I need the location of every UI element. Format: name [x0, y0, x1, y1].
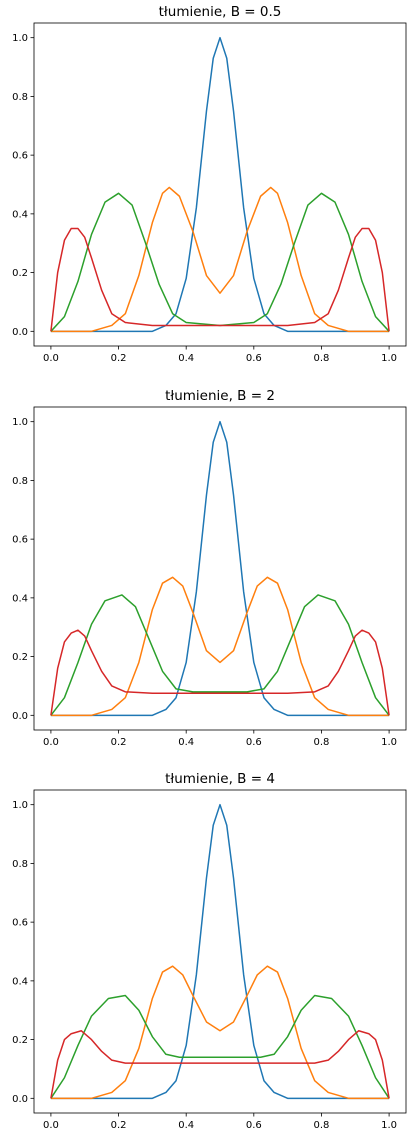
- y-tick-label: 0.2: [12, 652, 28, 663]
- y-tick-label: 0.0: [12, 1094, 28, 1105]
- y-tick-label: 0.4: [12, 593, 28, 604]
- chart-panel-2: tłumienie, B = 2 0.0 0.2 0.4 0.6 0.8 1.0 0.0 0.2…: [12, 388, 407, 748]
- series-line-1: [50, 803, 390, 1100]
- series-line-2: [50, 186, 390, 333]
- x-tick-label: 0.6: [246, 1120, 262, 1131]
- chart-panel-1: tłumienie, B = 0.5 0.0 0.2 0.4 0.6 0.8 1.0 0.0 0…: [12, 4, 407, 364]
- x-tick-label: 0.0: [43, 1120, 59, 1131]
- plot-frame: [33, 406, 407, 731]
- x-tick-label: 1.0: [381, 353, 397, 364]
- x-tick-label: 1.0: [381, 737, 397, 748]
- y-tick-label: 0.8: [12, 476, 28, 487]
- x-tick-label: 0.0: [43, 353, 59, 364]
- x-tick-label: 0.2: [111, 1120, 127, 1131]
- series-line-4: [50, 629, 390, 716]
- y-tick-label: 0.6: [12, 535, 28, 546]
- y-tick-label: 1.0: [12, 33, 28, 44]
- x-tick-label: 0.4: [178, 737, 194, 748]
- chart-title: tłumienie, B = 2: [165, 388, 275, 404]
- y-tick-label: 0.2: [12, 1035, 28, 1046]
- series-group: [50, 420, 390, 717]
- x-tick-label: 0.8: [314, 353, 330, 364]
- series-group: [50, 36, 390, 333]
- x-tick-label: 0.2: [111, 737, 127, 748]
- y-tick-label: 0.8: [12, 92, 28, 103]
- series-line-2: [50, 576, 390, 717]
- series-line-4: [50, 227, 390, 332]
- y-tick-label: 0.0: [12, 711, 28, 722]
- y-tick-label: 1.0: [12, 800, 28, 811]
- y-tick-label: 0.4: [12, 976, 28, 987]
- series-line-3: [50, 192, 390, 332]
- plot-frame: [33, 22, 407, 347]
- y-tick-label: 0.6: [12, 151, 28, 162]
- series-line-3: [50, 994, 390, 1099]
- y-tick-label: 1.0: [12, 417, 28, 428]
- y-tick-label: 0.2: [12, 268, 28, 279]
- chart-title: tłumienie, B = 0.5: [159, 4, 282, 20]
- y-tick-label: 0.8: [12, 859, 28, 870]
- y-tick-label: 0.0: [12, 327, 28, 338]
- x-tick-label: 0.8: [314, 1120, 330, 1131]
- x-tick-label: 0.6: [246, 353, 262, 364]
- x-tick-label: 0.4: [178, 353, 194, 364]
- x-tick-label: 0.4: [178, 1120, 194, 1131]
- x-tick-label: 0.0: [43, 737, 59, 748]
- x-tick-label: 1.0: [381, 1120, 397, 1131]
- plot-frame: [33, 789, 407, 1114]
- series-line-2: [50, 965, 390, 1100]
- y-tick-label: 0.6: [12, 918, 28, 929]
- chart-panel-3: tłumienie, B = 4 0.0 0.2 0.4 0.6 0.8 1.0 0.0 0.2…: [12, 771, 407, 1131]
- series-group: [50, 803, 390, 1100]
- series-line-3: [50, 594, 390, 716]
- chart-title: tłumienie, B = 4: [165, 771, 275, 787]
- series-line-4: [50, 1030, 390, 1099]
- x-tick-label: 0.6: [246, 737, 262, 748]
- x-tick-label: 0.8: [314, 737, 330, 748]
- series-line-1: [50, 420, 390, 717]
- y-tick-label: 0.4: [12, 209, 28, 220]
- x-tick-label: 0.2: [111, 353, 127, 364]
- series-line-1: [50, 36, 390, 333]
